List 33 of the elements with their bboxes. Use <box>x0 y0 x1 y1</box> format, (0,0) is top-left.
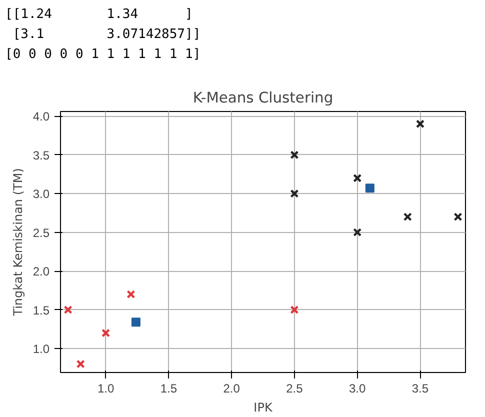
point <box>353 228 362 237</box>
point <box>290 305 299 314</box>
y-tick-label: 4.0 <box>32 110 50 124</box>
point <box>454 212 462 222</box>
y-tick-label: 3.0 <box>32 187 50 202</box>
y-tick-label: 2.0 <box>32 264 50 279</box>
y-tick-label: 2.5 <box>32 226 50 240</box>
point <box>64 305 72 314</box>
point <box>126 290 136 299</box>
x-tick-label: 1.5 <box>160 382 178 396</box>
point <box>290 150 299 160</box>
text: [0 0 0 0 0 1 1 1 1 1 1 1] <box>5 47 201 62</box>
x-tick-label: 2.0 <box>223 382 240 396</box>
x-axis-title: IPK <box>254 400 274 414</box>
point <box>102 328 110 338</box>
point <box>131 318 140 327</box>
x-tick-label: 3.5 <box>412 382 429 396</box>
x-tick-label: 2.5 <box>286 382 304 396</box>
y-tick-label: 1.5 <box>32 303 50 318</box>
y-tick-label: 1.0 <box>32 342 50 356</box>
point <box>290 189 299 198</box>
x-tick-label: 1.0 <box>97 382 114 396</box>
point <box>365 184 374 193</box>
point <box>353 174 362 182</box>
text: [[1.24 1.34 ] <box>5 7 193 22</box>
x-tick-label: 3.0 <box>348 382 366 396</box>
chart-title: K-Means Clustering <box>192 90 334 106</box>
point <box>76 360 85 368</box>
y-tick-label: 3.5 <box>32 148 50 162</box>
text: [3.1 3.07142857]] <box>12 27 201 42</box>
point <box>416 120 424 128</box>
point <box>403 212 412 222</box>
y-axis-title: Tingkat Kemiskinan (TM) <box>10 168 25 317</box>
